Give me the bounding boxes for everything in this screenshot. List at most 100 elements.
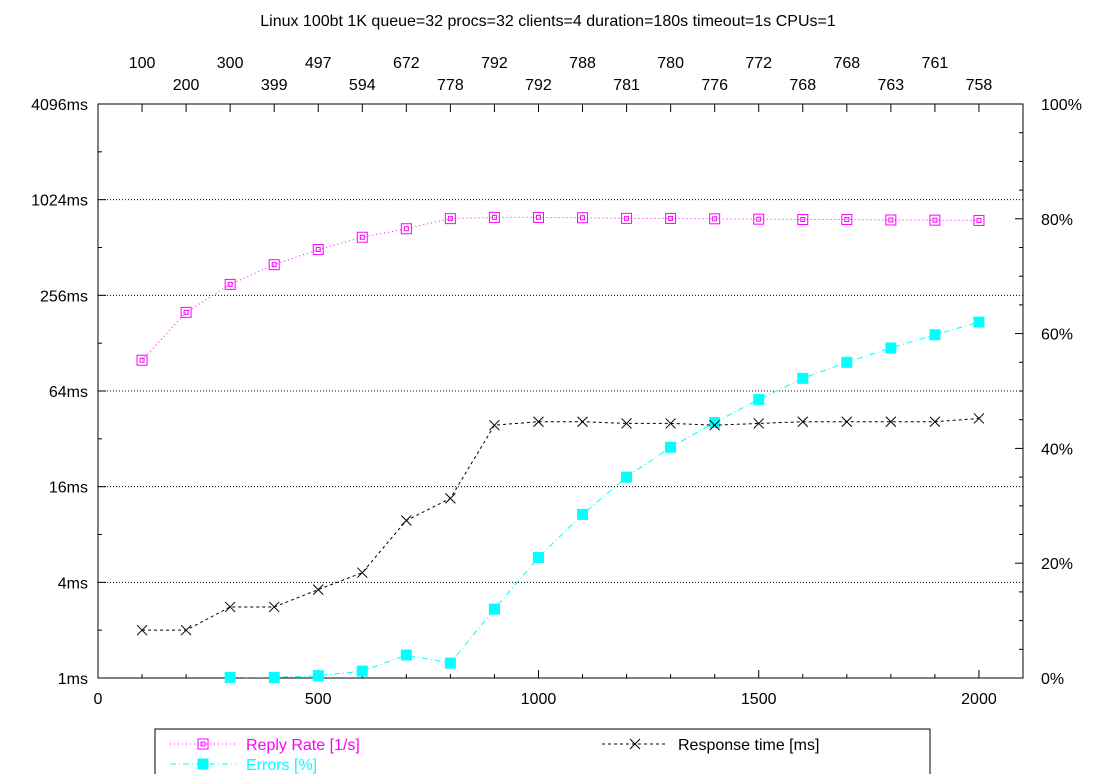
x-top-tick-label: 200: [173, 77, 200, 94]
series-0-point-inner: [668, 215, 674, 221]
series-1-point: [577, 508, 589, 520]
x-tick-label: 0: [94, 691, 103, 708]
x-top-tick-label: 761: [922, 55, 949, 72]
legend-marker: [629, 738, 641, 750]
y-right-tick-label: 100%: [1041, 97, 1082, 114]
y-right-tick-label: 40%: [1041, 441, 1073, 458]
plot-area: [136, 211, 985, 683]
x-top-tick-label: 781: [613, 77, 640, 94]
x-top-tick-label: 100: [129, 55, 156, 72]
x-top-tick-label: 768: [833, 55, 860, 72]
series-0-point-inner: [844, 217, 850, 223]
series-2-point: [885, 416, 897, 428]
series-2-point: [136, 624, 148, 636]
series-1-point: [709, 417, 721, 429]
series-2-point: [224, 601, 236, 613]
series-1-point: [532, 551, 544, 563]
x-top-tick-label: 399: [261, 77, 288, 94]
series-0-point-inner: [403, 226, 409, 232]
series-0-point: [665, 212, 677, 224]
y-left-tick-label: 16ms: [49, 480, 88, 497]
series-2-point: [577, 416, 588, 428]
series-0-point: [312, 244, 324, 256]
series-1-point: [885, 342, 897, 354]
legend-label: Reply Rate [1/s]: [246, 737, 360, 754]
series-0-point-inner: [183, 309, 189, 315]
series-0-point-inner: [756, 216, 762, 222]
axes: 1ms 4ms 16ms 64ms 256ms 1024ms 4096ms 0% 20% 40% 6…: [31, 55, 1082, 708]
y-right-tick-label: 0%: [1041, 671, 1064, 688]
y-left-tick-label: 256ms: [40, 288, 88, 305]
series-line-1: [230, 321, 980, 678]
y-left-tick-label: 64ms: [49, 384, 88, 401]
series-0-point: [797, 214, 809, 226]
series-0-point: [356, 231, 368, 243]
y-left-tick-label: 4ms: [58, 575, 88, 592]
series-0-point: [136, 354, 148, 366]
chart-title: Linux 100bt 1K queue=32 procs=32 clients…: [260, 13, 836, 30]
series-1-point: [973, 316, 985, 328]
legend-label: Response time [ms]: [678, 737, 819, 754]
series-0-point: [180, 306, 192, 318]
series-2-point: [709, 419, 721, 431]
x-top-tick-label: 772: [745, 55, 772, 72]
series-0-point-inner: [271, 262, 277, 268]
series-0-point-inner: [624, 215, 630, 221]
x-top-tick-label: 792: [525, 77, 552, 94]
series-0-point-inner: [976, 217, 982, 223]
legend-box: [154, 728, 931, 774]
series-2-point: [753, 418, 765, 429]
series-0-point-inner: [315, 247, 321, 253]
series-0-point: [753, 213, 765, 225]
series-1-point: [400, 649, 412, 661]
series-0-point: [400, 223, 412, 235]
series-0-point: [929, 214, 941, 226]
y-right-tick-label: 80%: [1041, 212, 1073, 229]
series-0-point-inner: [800, 217, 806, 223]
series-1-point: [621, 471, 633, 483]
legend-label: Errors [%]: [246, 757, 317, 774]
series-0-point: [444, 213, 456, 225]
series-2-point: [312, 584, 324, 595]
series-2-point: [973, 413, 985, 424]
series-2-point: [489, 419, 500, 431]
x-top-tick-label: 792: [481, 55, 508, 72]
x-top-tick-label: 497: [305, 55, 332, 72]
series-line-0: [141, 216, 979, 361]
x-top-tick-label: 780: [657, 55, 684, 72]
series-0-point-inner: [359, 234, 365, 240]
series-2-point: [533, 416, 544, 428]
series-1-point: [268, 671, 280, 683]
series-0-point: [488, 211, 500, 223]
series-0-point-inner: [932, 217, 938, 223]
series-1-point: [444, 657, 456, 669]
x-top-tick-label: 788: [569, 55, 596, 72]
series-line-2: [142, 417, 979, 631]
series-2-point: [445, 493, 456, 504]
series-0-point-inner: [888, 217, 894, 223]
x-tick-label: 500: [305, 691, 332, 708]
series-0-point: [224, 278, 236, 290]
series-0-point-inner: [535, 214, 541, 220]
legend: Reply Rate [1/s] Errors [%] Response time …: [154, 728, 931, 774]
series-2-point: [841, 416, 853, 428]
x-top-tick-label: 758: [966, 77, 993, 94]
series-2-point: [797, 416, 809, 428]
series-2-point: [180, 624, 192, 636]
series-2-point: [929, 416, 941, 428]
series-0-point: [973, 214, 985, 226]
series-1-point: [665, 441, 677, 453]
y-left-tick-label: 1ms: [58, 671, 88, 688]
legend-marker: [197, 738, 209, 750]
series-0-point: [532, 211, 544, 223]
legend-marker-inner: [200, 741, 206, 747]
series-0-point: [268, 259, 280, 271]
series-2-point: [268, 601, 280, 613]
series-1-point: [488, 603, 500, 615]
y-right-tick-label: 60%: [1041, 327, 1073, 344]
series-2-point: [400, 515, 412, 526]
y-left-tick-label: 1024ms: [31, 193, 88, 210]
series-0-point-inner: [139, 357, 145, 363]
x-top-tick-label: 776: [701, 77, 728, 94]
